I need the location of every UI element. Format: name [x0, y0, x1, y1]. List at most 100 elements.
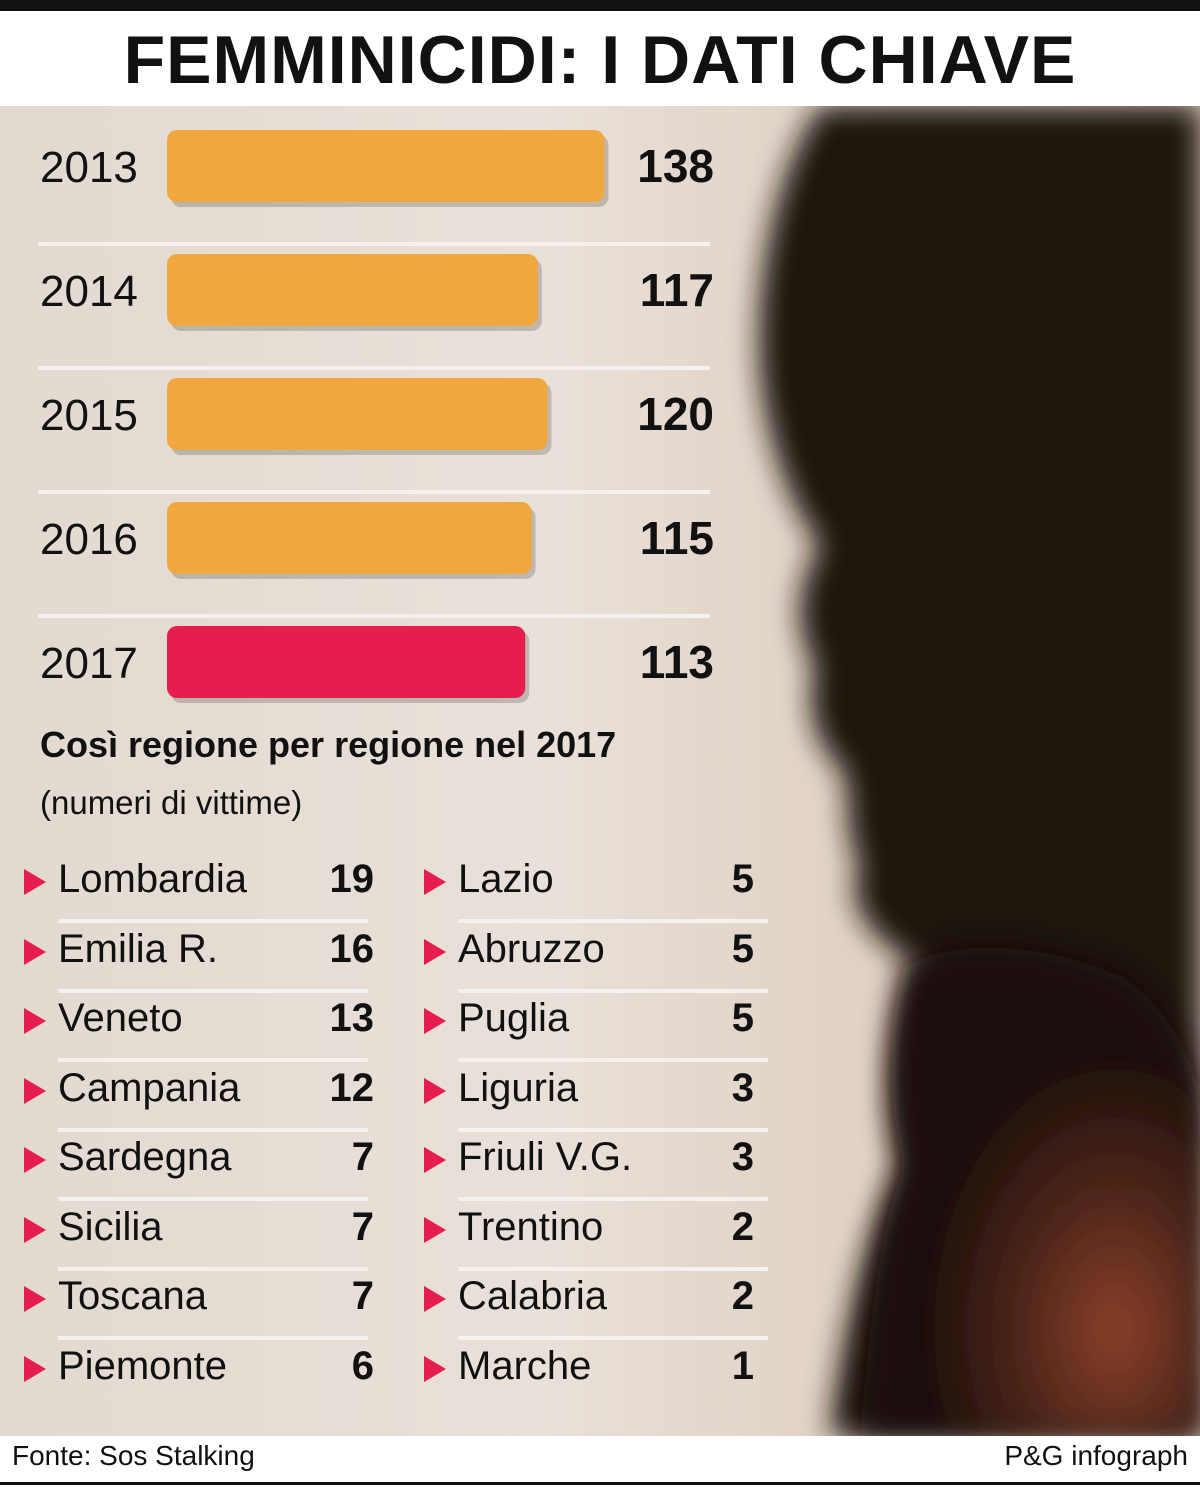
region-value: 5: [731, 926, 754, 971]
region-value: 7: [351, 1204, 374, 1249]
region-value: 7: [351, 1135, 374, 1179]
triangle-marker-icon: [424, 1147, 446, 1173]
value-label-2016: 115: [640, 512, 714, 564]
region-name: Sardegna: [58, 1135, 232, 1179]
region-value: 2: [731, 1274, 754, 1318]
row-divider: [38, 242, 710, 246]
triangle-marker-icon: [24, 1077, 46, 1104]
bar-2017: [167, 626, 526, 698]
region-divider: [458, 1197, 768, 1201]
region-row: Abruzzo 5: [424, 923, 769, 993]
triangle-marker-icon: [24, 869, 46, 895]
triangle-marker-icon: [424, 1286, 446, 1312]
region-name: Marche: [458, 1343, 592, 1388]
region-name: Veneto: [58, 996, 183, 1040]
region-value: 19: [329, 857, 375, 901]
region-row: Lazio 5: [424, 853, 769, 923]
triangle-marker-icon: [424, 1216, 446, 1243]
region-divider: [458, 919, 768, 923]
bottom-rule: [0, 1482, 1200, 1485]
region-name: Lombardia: [58, 857, 248, 901]
region-name: Trentino: [458, 1204, 604, 1249]
year-label-2015: 2015: [40, 391, 138, 440]
region-name: Friuli V.G.: [458, 1135, 633, 1179]
region-name: Emilia R.: [58, 926, 219, 971]
region-divider: [458, 1266, 768, 1271]
footer: Fonte: Sos Stalking P&G infograph: [0, 1436, 1200, 1493]
triangle-marker-icon: [24, 938, 46, 965]
credit-note: P&G infograph: [1004, 1440, 1188, 1471]
region-value: 5: [731, 996, 754, 1040]
top-rule: [0, 0, 1200, 11]
region-divider: [458, 1127, 768, 1132]
region-divider: [458, 988, 768, 993]
triangle-marker-icon: [24, 1147, 46, 1173]
source-note: Fonte: Sos Stalking: [12, 1440, 255, 1471]
region-name: Piemonte: [58, 1343, 227, 1388]
region-divider: [58, 988, 368, 993]
value-label-2013: 138: [637, 140, 714, 192]
region-row: Veneto 13: [24, 992, 375, 1062]
region-divider: [458, 1058, 768, 1062]
regions-subheading: (numeri di vittime): [40, 784, 303, 821]
region-divider: [458, 1336, 768, 1340]
region-name: Abruzzo: [458, 926, 605, 971]
woman-silhouette-illustration: [759, 106, 1200, 1436]
region-row: Puglia 5: [424, 992, 769, 1062]
value-label-2015: 120: [637, 388, 714, 440]
region-row: Marche 1: [424, 1340, 769, 1396]
row-divider: [38, 490, 710, 494]
triangle-marker-icon: [424, 1355, 446, 1382]
year-label-2014: 2014: [40, 267, 138, 316]
region-value: 1: [731, 1343, 754, 1388]
infographic-panel: 2013 138 2014 117 2015 120 2016 115 2017 113 Così…: [0, 106, 1200, 1436]
region-value: 16: [329, 926, 375, 971]
triangle-marker-icon: [24, 1216, 46, 1243]
bar-2015: [167, 378, 548, 450]
region-row: Sicilia 7: [24, 1201, 374, 1271]
region-name: Sicilia: [58, 1204, 163, 1249]
triangle-marker-icon: [24, 1286, 46, 1312]
region-value: 13: [329, 996, 375, 1040]
value-label-2014: 117: [640, 264, 714, 316]
triangle-marker-icon: [24, 1355, 46, 1382]
region-row: Campania 12: [24, 1062, 375, 1132]
region-name: Liguria: [458, 1065, 579, 1110]
page-title: FEMMINICIDI: I DATI CHIAVE: [123, 22, 1077, 98]
region-value: 6: [351, 1343, 374, 1388]
bar-2014: [167, 254, 538, 326]
bar-2013: [167, 130, 605, 202]
bar-2016: [167, 502, 532, 574]
regions-heading: Così regione per regione nel 2017: [40, 724, 617, 765]
region-divider: [58, 1058, 368, 1062]
year-label-2013: 2013: [40, 143, 138, 192]
region-value: 7: [351, 1274, 374, 1318]
region-row: Piemonte 6: [24, 1340, 374, 1396]
region-name: Puglia: [458, 996, 570, 1040]
region-row: Sardegna 7: [24, 1131, 374, 1201]
yearly-bar-chart: 2013 138 2014 117 2015 120 2016 115 2017 113: [38, 130, 714, 703]
region-divider: [58, 1336, 368, 1340]
region-name: Lazio: [458, 857, 554, 901]
region-divider: [58, 1266, 368, 1271]
year-label-2016: 2016: [40, 515, 138, 564]
region-row: Calabria 2: [424, 1270, 769, 1340]
region-divider: [58, 1197, 368, 1201]
region-row: Toscana 7: [24, 1270, 374, 1340]
region-value: 3: [731, 1065, 754, 1110]
region-value: 12: [329, 1065, 375, 1110]
row-divider: [38, 366, 710, 370]
region-name: Campania: [58, 1065, 241, 1110]
region-divider: [58, 919, 368, 923]
region-row: Emilia R. 16: [24, 923, 375, 993]
row-divider: [38, 614, 710, 618]
region-value: 2: [731, 1204, 754, 1249]
triangle-marker-icon: [424, 869, 446, 895]
region-name: Calabria: [458, 1274, 607, 1318]
region-name: Toscana: [58, 1274, 207, 1318]
region-divider: [58, 1127, 368, 1132]
triangle-marker-icon: [424, 938, 446, 965]
region-row: Lombardia 19: [24, 853, 375, 923]
triangle-marker-icon: [424, 1008, 446, 1034]
region-row: Friuli V.G. 3: [424, 1131, 769, 1201]
